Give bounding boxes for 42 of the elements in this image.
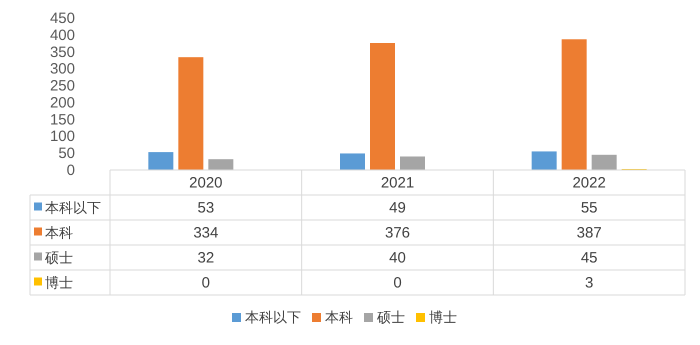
data-label: 0 xyxy=(202,274,210,292)
bar xyxy=(178,57,204,170)
y-tick-label: 250 xyxy=(50,78,75,95)
text: 本科以下 xyxy=(245,309,301,325)
legend-label: 硕士 xyxy=(376,309,405,325)
legend-label: 本科 xyxy=(45,224,73,240)
data-label: 3 xyxy=(584,274,594,292)
y-tick-label: 150 xyxy=(50,111,75,128)
x-tick-label: 2021 xyxy=(380,174,414,192)
text: 博士 xyxy=(45,274,73,290)
x-tick-label: 2020 xyxy=(189,174,223,192)
y-tick-label: 350 xyxy=(50,44,75,61)
bar xyxy=(400,156,425,170)
text: 本科 xyxy=(325,309,353,325)
y-tick-label: 450 xyxy=(50,10,75,27)
y-tick-label: 400 xyxy=(50,26,75,44)
bar xyxy=(592,154,617,170)
y-tick-label: 0 xyxy=(66,162,75,179)
data-label: 334 xyxy=(193,224,218,242)
data-label: 55 xyxy=(580,200,598,216)
data-label: 0 xyxy=(393,274,402,292)
y-tick-label: 300 xyxy=(50,60,75,78)
bar xyxy=(340,153,365,170)
bar xyxy=(532,151,557,170)
bar xyxy=(562,39,587,170)
y-tick-label: 100 xyxy=(50,128,75,146)
bar xyxy=(370,42,395,170)
data-label: 387 xyxy=(576,224,602,242)
y-tick-label: 50 xyxy=(58,145,75,162)
x-tick-label: 2022 xyxy=(572,174,606,192)
bar xyxy=(148,152,174,170)
legend-label: 博士 xyxy=(429,309,457,325)
data-label: 40 xyxy=(389,250,406,266)
y-tick-label: 200 xyxy=(50,94,75,112)
data-label: 376 xyxy=(384,224,410,242)
legend-label: 本科以下 xyxy=(45,200,101,216)
bar xyxy=(208,159,234,170)
text: 硕士 xyxy=(45,250,73,266)
data-label: 53 xyxy=(197,200,214,216)
data-label: 32 xyxy=(197,250,214,266)
data-label: 45 xyxy=(580,250,598,266)
data-label: 49 xyxy=(389,200,406,216)
